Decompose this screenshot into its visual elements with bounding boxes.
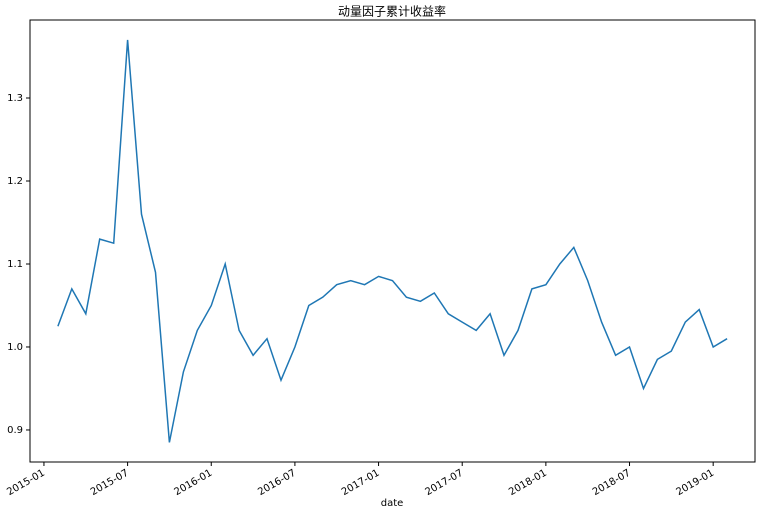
plot-frame xyxy=(29,19,756,463)
x-tick-label: 2016-07 xyxy=(256,468,298,498)
x-tick-label: 2015-01 xyxy=(5,468,47,498)
data-line xyxy=(57,39,728,443)
x-tick-label: 2017-01 xyxy=(340,468,382,498)
y-tick-label: 0.9 xyxy=(7,425,23,436)
y-tick-label: 1.0 xyxy=(7,342,23,353)
y-tick-label: 1.2 xyxy=(7,176,23,187)
x-tick-label: 2018-07 xyxy=(591,468,633,498)
y-tick-label: 1.1 xyxy=(7,259,23,270)
chart-title: 动量因子累计收益率 xyxy=(338,4,446,19)
y-tick-label: 1.3 xyxy=(7,93,23,104)
x-axis-label: date xyxy=(381,498,404,509)
x-tick-label: 2016-01 xyxy=(173,468,215,498)
x-tick-label: 2019-01 xyxy=(674,468,716,498)
x-tick-label: 2017-07 xyxy=(424,468,466,498)
x-tick-label: 2018-01 xyxy=(507,468,549,498)
x-tick-label: 2015-07 xyxy=(89,468,131,498)
